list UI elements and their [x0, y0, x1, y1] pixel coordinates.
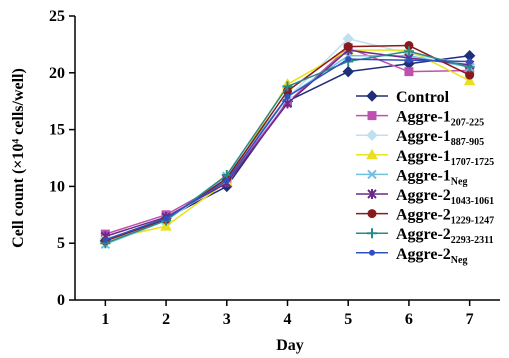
legend-label: Aggre-11707-1725	[396, 148, 494, 168]
x-tick-label: 6	[405, 311, 413, 328]
data-point	[343, 42, 353, 52]
legend-marker	[367, 228, 377, 239]
data-point	[160, 220, 172, 231]
legend: ControlAggre-1207-225Aggre-1887-905Aggre…	[356, 89, 494, 266]
data-point	[403, 46, 414, 57]
y-tick-label: 25	[49, 8, 65, 25]
legend-marker	[367, 169, 377, 180]
data-point	[463, 74, 476, 86]
legend-label: Aggre-2Neg	[396, 246, 467, 266]
y-tick-label: 15	[49, 122, 65, 139]
legend-item-4: Aggre-11707-1725	[356, 148, 494, 168]
plot-area: 0 5 10 15 20 25 1 2 3 4 5 6 7	[49, 8, 500, 328]
data-point	[163, 215, 170, 222]
legend-marker	[367, 189, 377, 199]
legend-label: Control	[396, 89, 450, 106]
x-tick-label: 7	[466, 311, 474, 328]
legend-marker	[369, 249, 375, 256]
legend-item-6: Aggre-21043-1061	[356, 187, 494, 207]
y-tick-label: 5	[57, 235, 65, 252]
y-axis-title: Cell count (×10⁴ cells/well)	[10, 68, 27, 248]
x-tick-label: 2	[162, 311, 170, 328]
legend-marker	[366, 90, 378, 102]
legend-item-3: Aggre-1887-905	[356, 128, 484, 148]
y-tick-label: 10	[49, 178, 65, 195]
data-point	[465, 70, 475, 80]
data-point	[223, 177, 230, 184]
x-tick-label: 5	[344, 311, 352, 328]
legend-marker	[367, 209, 377, 219]
legend-label: Aggre-1Neg	[396, 167, 467, 187]
data-point	[282, 81, 293, 92]
legend-label: Aggre-21043-1061	[396, 187, 494, 207]
x-tick-label: 4	[284, 311, 292, 328]
legend-marker	[366, 148, 378, 160]
x-tick-label: 1	[101, 311, 109, 328]
legend-item-2: Aggre-1207-225	[356, 109, 484, 129]
x-axis-title: Day	[276, 337, 304, 354]
legend-marker	[367, 111, 377, 121]
data-point	[405, 57, 412, 64]
legend-item-1: Control	[356, 89, 450, 106]
legend-item-7: Aggre-21229-1247	[356, 207, 494, 227]
y-tick-label: 0	[57, 292, 65, 309]
data-point	[342, 65, 354, 78]
data-point	[284, 93, 291, 100]
legend-label: Aggre-1207-225	[396, 109, 484, 129]
data-point	[404, 67, 414, 77]
legend-item-9: Aggre-2Neg	[356, 246, 467, 266]
x-tick-label: 3	[223, 311, 231, 328]
series-9	[102, 56, 473, 243]
legend-label: Aggre-21229-1247	[396, 207, 494, 227]
data-point	[345, 56, 352, 63]
legend-label: Aggre-1887-905	[396, 128, 484, 148]
data-point	[466, 58, 473, 65]
legend-label: Aggre-22293-2311	[396, 226, 494, 246]
legend-marker	[366, 129, 378, 141]
y-tick-label: 20	[49, 65, 65, 82]
legend-item-8: Aggre-22293-2311	[356, 226, 494, 246]
legend-item-5: Aggre-1Neg	[356, 167, 467, 187]
data-point	[102, 236, 109, 243]
